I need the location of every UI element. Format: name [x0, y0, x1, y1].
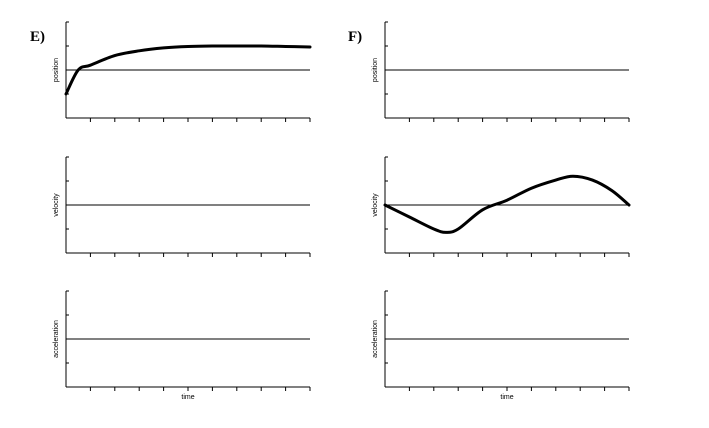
graph-velocity: velocity: [53, 156, 311, 257]
y-axis-label: position: [53, 58, 60, 82]
x-axis-label: time: [181, 394, 194, 401]
y-axis-label: position: [372, 58, 379, 82]
panel-letter: F): [348, 29, 362, 45]
graph-acceleration: acceleration time: [53, 290, 311, 401]
y-axis-label: velocity: [372, 193, 379, 217]
data-curve: [383, 174, 631, 234]
data-curve: [64, 44, 312, 96]
y-axis-label: acceleration: [53, 320, 60, 358]
graph-velocity: velocity: [372, 156, 631, 257]
graph-position: position: [372, 21, 630, 122]
graph-acceleration: acceleration time: [372, 290, 630, 401]
y-axis-label: acceleration: [372, 320, 379, 358]
x-axis-label: time: [500, 394, 513, 401]
y-axis-label: velocity: [53, 193, 60, 217]
panel-letter: E): [30, 29, 45, 45]
graph-position: position: [53, 21, 312, 122]
